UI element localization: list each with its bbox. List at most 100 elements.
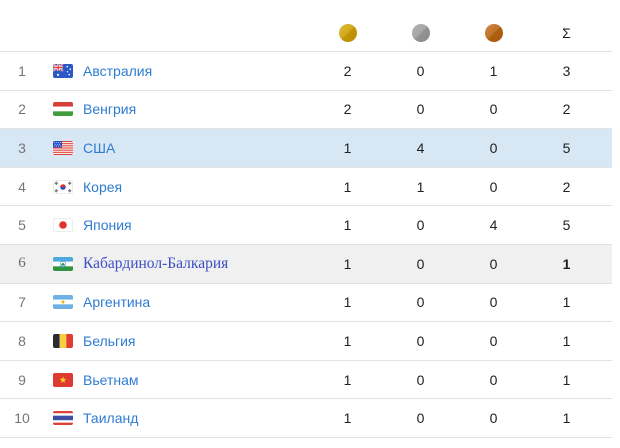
table-row[interactable]: 5 Япония 1 0 4 5 bbox=[0, 206, 612, 245]
table-row[interactable]: 6 Кабардинол-Балкария 1 0 0 1 bbox=[0, 244, 612, 284]
medal-table-body: 1 Австралия 2 0 1 3 2 Венгрия 2 0 0 2 3 bbox=[0, 52, 612, 438]
flag-argentina bbox=[53, 295, 73, 310]
total-count: 1 bbox=[562, 371, 571, 388]
total-count: 2 bbox=[562, 101, 571, 118]
gold-count: 1 bbox=[343, 255, 352, 272]
gold-count: 1 bbox=[343, 294, 352, 311]
country-cell: Венгрия bbox=[44, 101, 311, 117]
total-count: 5 bbox=[562, 139, 571, 156]
rank-cell: 8 bbox=[18, 332, 26, 349]
flag-usa bbox=[53, 140, 73, 155]
bronze-count: 0 bbox=[489, 255, 498, 272]
rank-cell: 4 bbox=[18, 178, 26, 195]
country-cell: США bbox=[44, 140, 311, 156]
country-cell: Аргентина bbox=[44, 294, 311, 310]
table-row[interactable]: 2 Венгрия 2 0 0 2 bbox=[0, 90, 612, 130]
silver-medal-icon bbox=[411, 23, 430, 42]
table-row[interactable]: 4 Корея 1 1 0 2 bbox=[0, 167, 612, 207]
bronze-count: 0 bbox=[489, 332, 498, 349]
table-row[interactable]: 10 Таиланд 1 0 0 1 bbox=[0, 399, 612, 438]
country-link[interactable]: Таиланд bbox=[83, 410, 139, 427]
silver-count: 0 bbox=[416, 62, 425, 79]
silver-count: 0 bbox=[416, 371, 425, 388]
bronze-count: 0 bbox=[489, 139, 498, 156]
gold-count: 1 bbox=[343, 371, 352, 388]
bronze-count: 0 bbox=[489, 371, 498, 388]
bronze-count: 1 bbox=[489, 62, 498, 79]
country-cell: Вьетнам bbox=[44, 372, 311, 388]
table-row[interactable]: 1 Австралия 2 0 1 3 bbox=[0, 52, 612, 91]
gold-count: 1 bbox=[343, 178, 352, 195]
flag-vietnam bbox=[53, 372, 73, 387]
flag-kabardino-balkaria bbox=[53, 256, 73, 271]
rank-cell: 3 bbox=[18, 139, 26, 156]
flag-south-korea bbox=[53, 179, 73, 194]
country-link[interactable]: Вьетнам bbox=[83, 371, 139, 388]
silver-count: 0 bbox=[416, 410, 425, 427]
total-count: 1 bbox=[562, 255, 571, 272]
bronze-count: 0 bbox=[489, 294, 498, 311]
bronze-count: 0 bbox=[489, 101, 498, 118]
total-count: 3 bbox=[562, 62, 571, 79]
table-row[interactable]: 9 Вьетнам 1 0 0 1 bbox=[0, 360, 612, 400]
rank-cell: 10 bbox=[14, 410, 30, 427]
table-row[interactable]: 7 Аргентина 1 0 0 1 bbox=[0, 283, 612, 323]
silver-count: 0 bbox=[416, 217, 425, 234]
country-link[interactable]: Корея bbox=[83, 178, 123, 195]
table-row[interactable]: 3 США 1 4 0 5 bbox=[0, 129, 612, 168]
rank-cell: 9 bbox=[18, 371, 26, 388]
rank-cell: 1 bbox=[18, 62, 26, 79]
medal-table-header: Σ bbox=[0, 0, 612, 52]
bronze-count: 0 bbox=[489, 410, 498, 427]
country-cell: Кабардинол-Балкария bbox=[44, 255, 311, 273]
flag-belgium bbox=[53, 333, 73, 348]
country-cell: Бельгия bbox=[44, 333, 311, 349]
silver-count: 0 bbox=[416, 332, 425, 349]
total-count: 1 bbox=[562, 332, 571, 349]
country-cell: Корея bbox=[44, 179, 311, 195]
flag-thailand bbox=[53, 411, 73, 426]
gold-count: 1 bbox=[343, 410, 352, 427]
rank-cell: 2 bbox=[18, 101, 26, 118]
total-count: 5 bbox=[562, 217, 571, 234]
silver-count: 1 bbox=[416, 178, 425, 195]
country-cell: Япония bbox=[44, 217, 311, 233]
silver-count: 4 bbox=[416, 139, 425, 156]
country-link[interactable]: Бельгия bbox=[83, 332, 136, 349]
country-cell: Австралия bbox=[44, 63, 311, 79]
table-row[interactable]: 8 Бельгия 1 0 0 1 bbox=[0, 322, 612, 361]
country-link[interactable]: Япония bbox=[83, 217, 132, 234]
flag-japan bbox=[53, 218, 73, 233]
gold-count: 1 bbox=[343, 139, 352, 156]
total-count: 1 bbox=[562, 410, 571, 427]
gold-count: 1 bbox=[343, 332, 352, 349]
rank-cell: 7 bbox=[18, 294, 26, 311]
flag-hungary bbox=[53, 102, 73, 117]
silver-count: 0 bbox=[416, 294, 425, 311]
silver-count: 0 bbox=[416, 255, 425, 272]
bronze-count: 4 bbox=[489, 217, 498, 234]
country-link[interactable]: США bbox=[83, 139, 116, 156]
bronze-medal-icon bbox=[484, 23, 503, 42]
total-column-header[interactable]: Σ bbox=[562, 24, 571, 41]
silver-column-header[interactable] bbox=[384, 23, 457, 42]
country-link[interactable]: Венгрия bbox=[83, 101, 137, 118]
rank-cell: 6 bbox=[18, 255, 26, 272]
country-cell: Таиланд bbox=[44, 410, 311, 426]
country-link[interactable]: Австралия bbox=[83, 62, 153, 79]
gold-count: 2 bbox=[343, 101, 352, 118]
bronze-column-header[interactable] bbox=[457, 23, 530, 42]
gold-column-header[interactable] bbox=[311, 23, 384, 42]
gold-count: 1 bbox=[343, 217, 352, 234]
gold-count: 2 bbox=[343, 62, 352, 79]
bronze-count: 0 bbox=[489, 178, 498, 195]
gold-medal-icon bbox=[338, 23, 357, 42]
country-link[interactable]: Аргентина bbox=[83, 294, 151, 311]
flag-australia bbox=[53, 63, 73, 78]
total-count: 2 bbox=[562, 178, 571, 195]
rank-cell: 5 bbox=[18, 217, 26, 234]
medal-table: Σ 1 Австралия 2 0 1 3 2 Венгрия 2 0 0 2 3 bbox=[0, 0, 612, 438]
silver-count: 0 bbox=[416, 101, 425, 118]
total-count: 1 bbox=[562, 294, 571, 311]
country-link[interactable]: Кабардинол-Балкария bbox=[83, 254, 229, 272]
